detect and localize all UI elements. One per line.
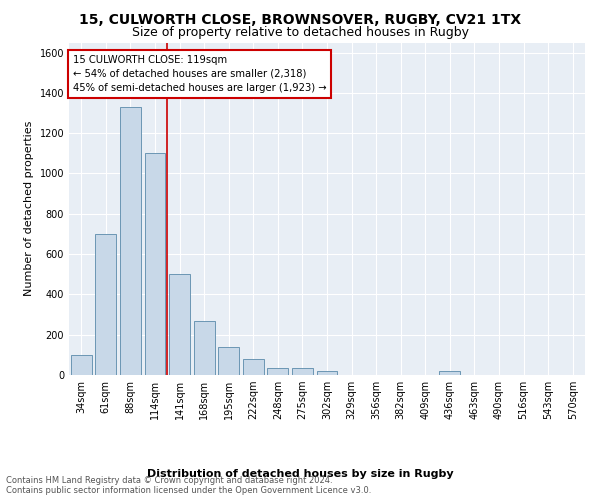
Bar xyxy=(317,371,337,375)
Bar xyxy=(218,347,239,375)
Bar xyxy=(120,107,141,375)
Text: Distribution of detached houses by size in Rugby: Distribution of detached houses by size … xyxy=(146,469,454,479)
Text: Contains HM Land Registry data © Crown copyright and database right 2024.
Contai: Contains HM Land Registry data © Crown c… xyxy=(6,476,371,495)
Text: 15, CULWORTH CLOSE, BROWNSOVER, RUGBY, CV21 1TX: 15, CULWORTH CLOSE, BROWNSOVER, RUGBY, C… xyxy=(79,12,521,26)
Bar xyxy=(71,355,92,375)
Bar xyxy=(194,320,215,375)
Bar xyxy=(292,368,313,375)
Bar xyxy=(169,274,190,375)
Bar xyxy=(268,368,289,375)
Bar xyxy=(145,154,166,375)
Text: 15 CULWORTH CLOSE: 119sqm
← 54% of detached houses are smaller (2,318)
45% of se: 15 CULWORTH CLOSE: 119sqm ← 54% of detac… xyxy=(73,54,326,92)
Y-axis label: Number of detached properties: Number of detached properties xyxy=(24,121,34,296)
Text: Size of property relative to detached houses in Rugby: Size of property relative to detached ho… xyxy=(131,26,469,39)
Bar xyxy=(243,359,264,375)
Bar xyxy=(439,371,460,375)
Bar xyxy=(95,234,116,375)
